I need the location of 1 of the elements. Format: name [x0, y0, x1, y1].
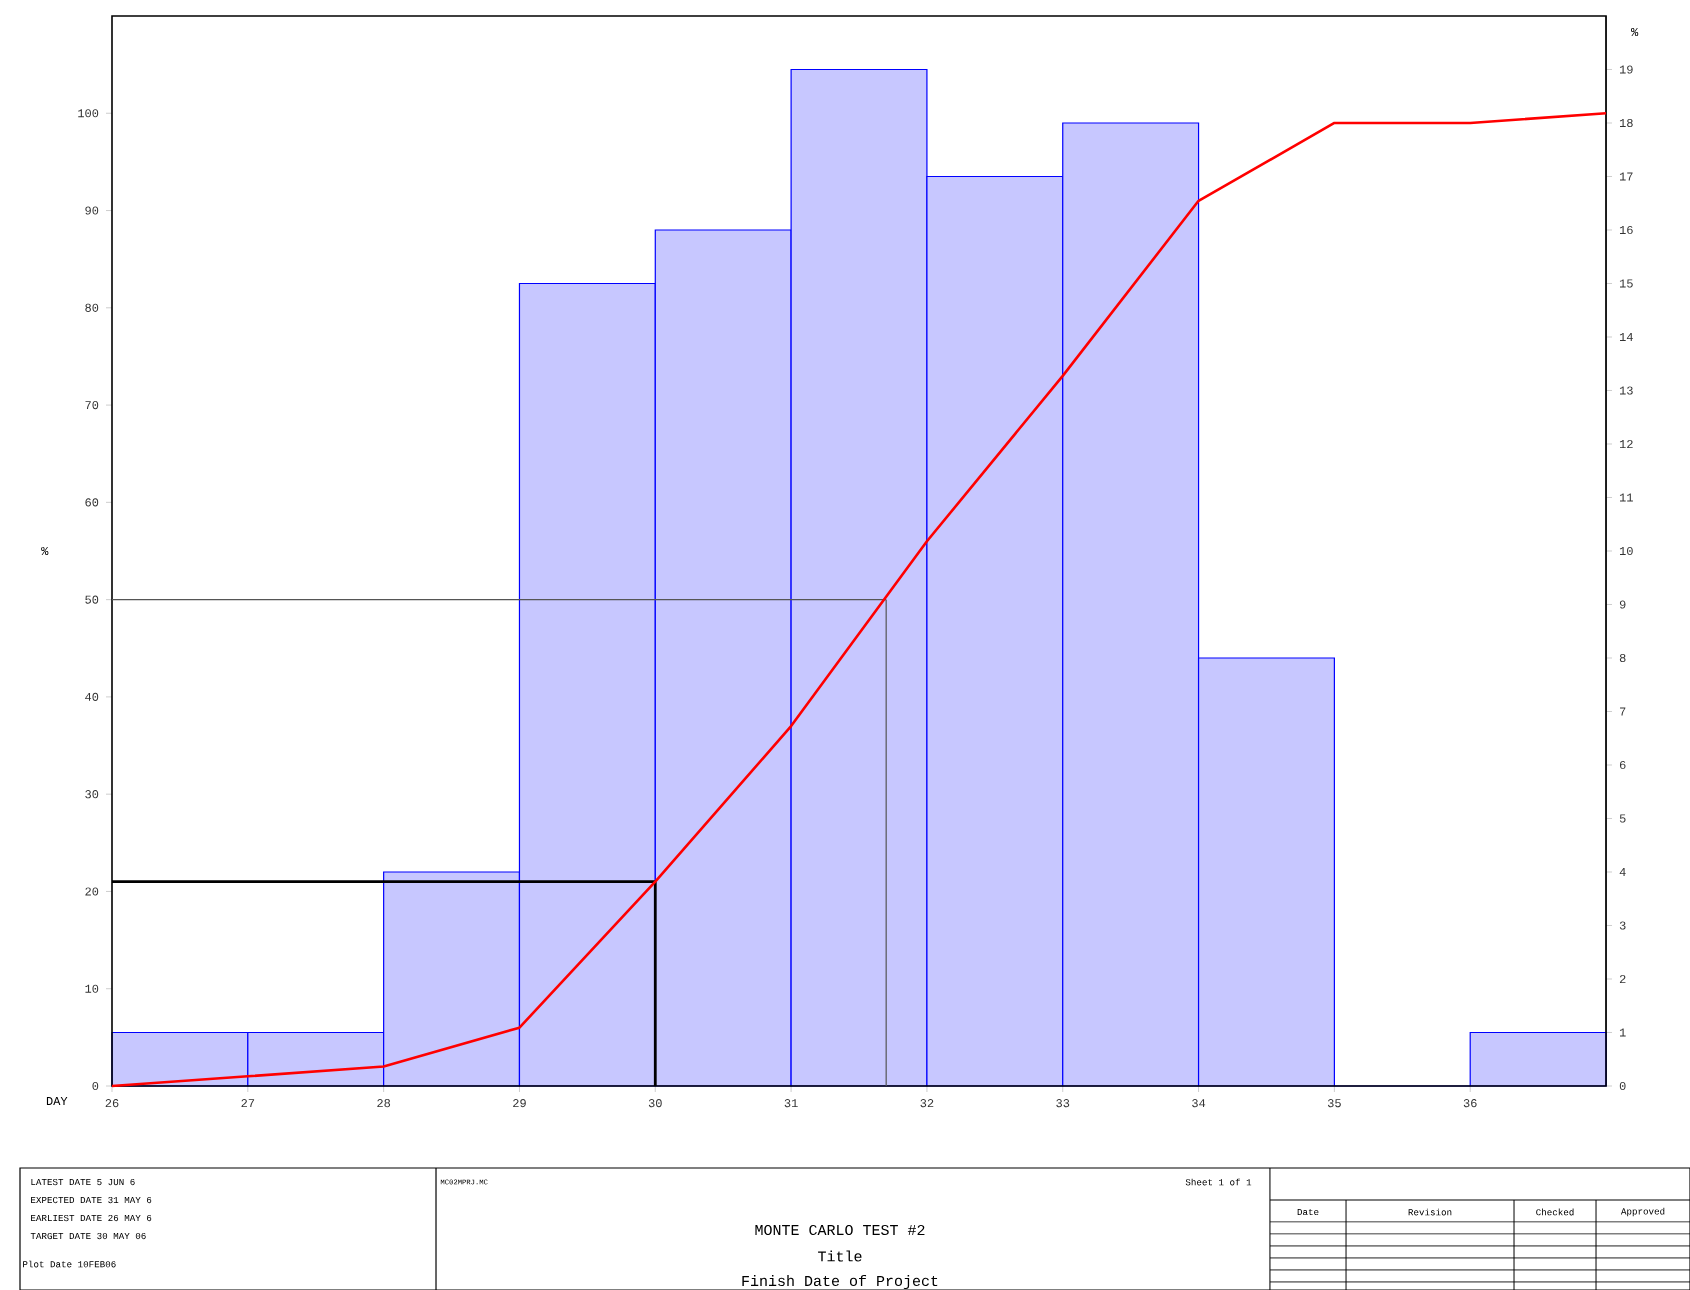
line-series	[110, 111, 1608, 1088]
